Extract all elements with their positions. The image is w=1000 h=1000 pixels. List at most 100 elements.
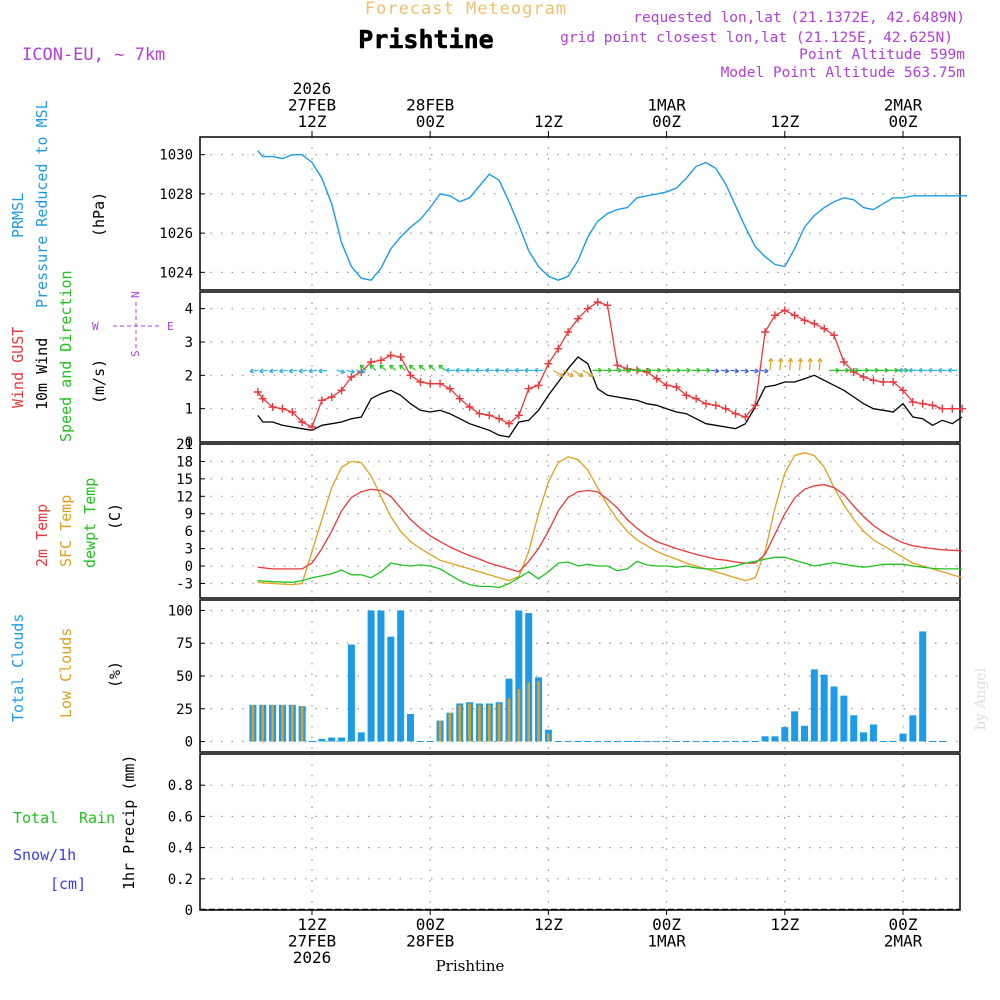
panel-frame	[199, 291, 961, 443]
gust-point	[603, 301, 612, 310]
wind-arrow-head	[686, 367, 691, 373]
wind-arrow	[760, 369, 769, 372]
wind-arrow-head	[578, 372, 584, 377]
time-label: 00Z	[652, 112, 681, 131]
cloud-unit: (%)	[106, 661, 124, 688]
wind-arrow-head	[360, 369, 365, 375]
wind-arrow-head	[855, 367, 860, 373]
wind-arrow-head	[797, 357, 803, 363]
ytick-label: 3	[185, 335, 193, 351]
ytick-label: 25	[176, 702, 193, 718]
gust-point	[495, 414, 504, 423]
time-label: 28FEB	[406, 96, 454, 115]
low-cloud-bar	[488, 704, 491, 742]
total-cloud-bar	[515, 610, 523, 742]
gust-point	[317, 396, 326, 405]
gust-point	[445, 384, 454, 393]
wind-arrow	[346, 369, 355, 373]
time-label: 2026	[293, 948, 332, 967]
gust-point	[761, 328, 770, 336]
total-cloud-bar	[830, 686, 838, 742]
total-cloud-bar	[801, 725, 808, 742]
gust-point	[268, 403, 277, 411]
wind-arrow	[359, 364, 367, 371]
time-label: 00Z	[652, 915, 681, 934]
gust-point	[386, 351, 395, 360]
ytick-label: 6	[185, 524, 193, 540]
wind-arrow	[399, 364, 406, 371]
wind-arrow	[818, 358, 821, 371]
total-cloud-bar	[899, 733, 907, 742]
wind-arrow	[750, 369, 759, 372]
wind-arrow-head	[715, 368, 720, 374]
ytick-label: -3	[176, 576, 193, 592]
gust-point	[702, 399, 710, 408]
series-prmsl	[257, 150, 967, 281]
gust-point	[662, 381, 671, 390]
gust-point	[623, 364, 632, 373]
wind-arrow-head	[389, 364, 394, 370]
time-label: 1MAR	[647, 932, 686, 951]
total-cloud-bar	[338, 737, 346, 742]
wind-arrow-head	[657, 367, 662, 373]
snow-cm-label: [cm]	[50, 875, 86, 893]
compass-w: W	[92, 320, 99, 333]
gust-point	[938, 404, 947, 413]
ytick-label: 0.2	[168, 872, 193, 888]
low-cloud-bar	[478, 704, 481, 742]
ytick-label: 4	[185, 302, 193, 318]
plot-layer: 102410261028103001234-303691215182102550…	[159, 79, 967, 967]
wind-arrow	[336, 369, 345, 373]
panel-pressure: 1024 1026 1028 1030	[159, 136, 961, 291]
wind-arrow-head	[359, 364, 365, 370]
time-label: 12Z	[770, 112, 799, 131]
wind-arrow	[808, 358, 812, 371]
wind-arrow-head	[908, 367, 913, 373]
low-cloud-bar	[497, 703, 501, 742]
wind-arrow-head	[379, 364, 384, 370]
wind-arrow-head	[298, 368, 303, 374]
gust-point	[367, 358, 376, 366]
wind-arrow-head	[706, 367, 711, 373]
wind-arrow	[409, 364, 416, 371]
gust-point	[514, 411, 523, 420]
gust-point	[652, 374, 661, 383]
total-cloud-bar	[840, 695, 848, 742]
gust-point	[741, 413, 750, 421]
ytick-label: 0.4	[168, 841, 193, 857]
compass-legend: N S W E	[92, 291, 174, 357]
wind-arrow-head	[637, 367, 642, 373]
wind-arrow-head	[597, 367, 603, 373]
wind-arrow-head	[308, 368, 313, 374]
wind-arrow-head	[494, 367, 499, 373]
ytick-label: 75	[176, 636, 193, 652]
wind-arrow-head	[318, 368, 323, 374]
wind-arrow	[730, 369, 739, 372]
wind-arrow-head	[754, 368, 759, 374]
wind-arrow	[308, 369, 317, 372]
gust-point	[564, 328, 573, 336]
cloud-bars	[249, 610, 946, 743]
time-label: 12Z	[298, 915, 327, 934]
wind-arrow	[779, 358, 782, 371]
total-cloud-bar	[791, 711, 799, 742]
wind-arrow	[318, 369, 327, 372]
wind-arrow-head	[524, 367, 529, 373]
gust-point	[889, 378, 898, 386]
gust-point	[475, 409, 484, 418]
low-cloud-bar	[281, 704, 284, 742]
point-altitude: Point Altitude 599m	[799, 47, 965, 63]
model-label: ICON-EU, ~ 7km	[22, 45, 165, 65]
wind-arrow-head	[465, 367, 470, 373]
low-cloud-bar	[468, 703, 471, 742]
wind-arrow	[572, 369, 584, 377]
gust-point	[583, 304, 592, 313]
gust-point	[721, 404, 730, 413]
model-altitude: Model Point Altitude 563.75m	[721, 65, 966, 81]
series-sfc-temp	[257, 452, 963, 586]
ytick-label: 0.8	[168, 778, 193, 794]
compass-e: E	[167, 320, 174, 333]
